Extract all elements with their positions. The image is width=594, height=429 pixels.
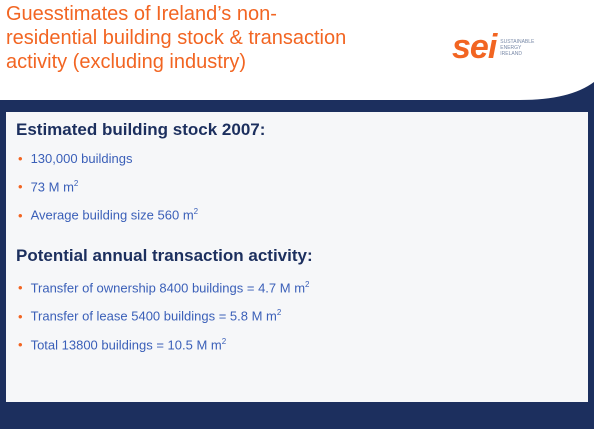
- bullet: • Total 13800 buildings = 10.5 M m2: [16, 329, 313, 357]
- title: Guesstimates of Ireland’s non- residenti…: [6, 2, 346, 74]
- bullet: • 130,000 buildings: [16, 146, 265, 171]
- tagline-line: IRELAND: [500, 50, 522, 57]
- title-line: residential building stock & transaction: [6, 27, 347, 49]
- bullet-dot: •: [18, 179, 23, 195]
- bullet: • Transfer of ownership 8400 buildings = …: [16, 272, 313, 300]
- bullet-text: Transfer of ownership 8400 buildings = 4…: [30, 280, 306, 296]
- logo: sei SUSTAINABLE ENERGY IRELAND: [452, 28, 534, 67]
- footer-band: [0, 400, 594, 429]
- tagline-line: SUSTAINABLE: [500, 38, 535, 45]
- superscript: 2: [221, 336, 227, 346]
- tagline-line: ENERGY: [500, 44, 522, 51]
- logo-mark: sei: [452, 28, 497, 66]
- section: Potential annual transaction activity: • T…: [16, 246, 313, 357]
- right-border: [588, 112, 594, 402]
- bullet: • Average building size 560 m2: [16, 199, 265, 227]
- superscript: 2: [305, 280, 310, 289]
- bullet-dot: •: [18, 308, 23, 324]
- bullet-dot: •: [18, 280, 23, 296]
- superscript: 2: [193, 207, 199, 217]
- superscript: 2: [73, 179, 79, 188]
- bullet: • Transfer of lease 5400 buildings = 5.8 …: [16, 300, 313, 328]
- logo-tagline: SUSTAINABLE ENERGY IRELAND: [500, 39, 534, 57]
- content-panel: Estimated building stock 2007: • 130,000 b…: [6, 112, 588, 402]
- superscript: 2: [276, 308, 282, 318]
- left-border: [0, 112, 6, 402]
- section: Estimated building stock 2007: • 130,000 b…: [16, 120, 265, 228]
- bullet-text: 73 M m: [30, 179, 74, 195]
- bullet-dot: •: [18, 207, 23, 223]
- title-line: Guesstimates of Ireland’s non-: [6, 3, 277, 25]
- section-heading: Potential annual transaction activity:: [16, 246, 313, 265]
- bullet-text: Average building size 560 m: [30, 207, 194, 223]
- bullet-text: Total 13800 buildings = 10.5 M m: [30, 336, 222, 352]
- section-heading: Estimated building stock 2007:: [16, 120, 266, 139]
- bullet: • 73 M m2: [16, 171, 265, 199]
- bullet-dot: •: [18, 336, 23, 352]
- band-fill: [0, 100, 594, 114]
- bullet-text: 130,000 buildings: [30, 151, 133, 166]
- title-line: activity (excluding industry): [6, 51, 247, 73]
- bullet-dot: •: [18, 151, 23, 166]
- bullet-text: Transfer of lease 5400 buildings = 5.8 M…: [30, 308, 277, 324]
